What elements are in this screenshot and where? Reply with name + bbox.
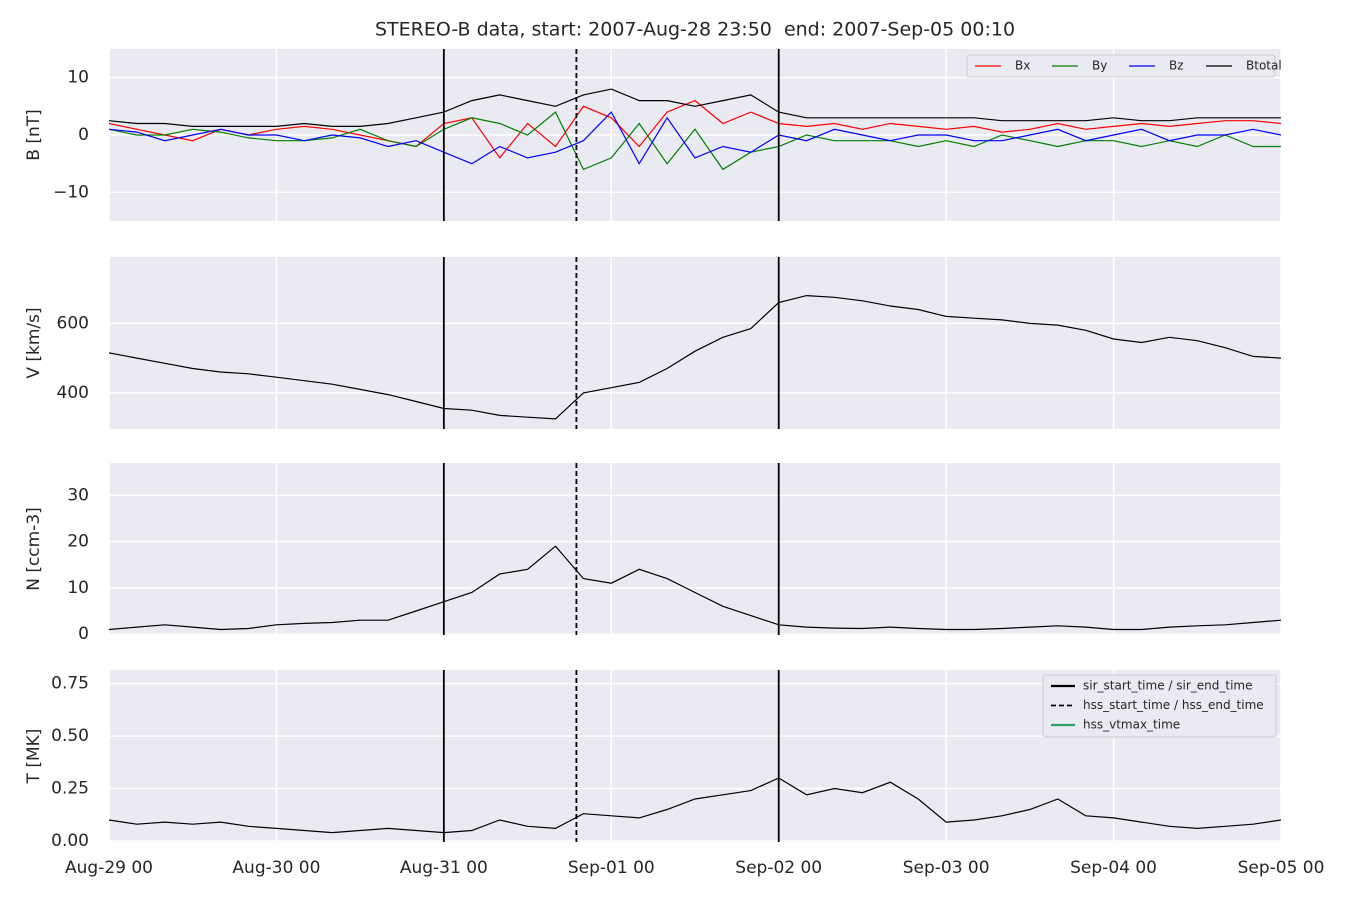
x-tick-label: Aug-31 00 xyxy=(400,858,488,878)
chart-title: STEREO-B data, start: 2007-Aug-28 23:50 … xyxy=(375,19,1015,41)
y-tick-label: 0.25 xyxy=(51,779,89,799)
x-tick-label: Sep-01 00 xyxy=(568,858,655,878)
legend-box xyxy=(1042,674,1277,738)
legend-label: Bx xyxy=(1015,59,1030,73)
data-line xyxy=(109,88,1281,127)
x-tick-label: Sep-04 00 xyxy=(1070,858,1157,878)
legend-label: By xyxy=(1092,59,1107,73)
y-tick-label: 0 xyxy=(78,624,89,644)
legend: sir_start_time / sir_end_time hss_start_t… xyxy=(1042,674,1277,738)
legend-label: hss_vtmax_time xyxy=(1083,718,1180,732)
x-tick-label: Sep-03 00 xyxy=(903,858,990,878)
legend: Bx By Bz Btotal xyxy=(966,54,1282,78)
y-axis-label: V [km/s] xyxy=(24,307,44,378)
data-line xyxy=(109,99,1281,159)
legend-label: hss_start_time / hss_end_time xyxy=(1083,698,1264,712)
y-axis-label: B [nT] xyxy=(24,109,44,161)
data-line xyxy=(109,777,1281,834)
y-axis-label: N [ccm-3] xyxy=(24,507,44,591)
y-tick-label: 10 xyxy=(67,578,89,598)
data-line xyxy=(109,111,1281,165)
x-tick-label: Sep-05 00 xyxy=(1238,858,1325,878)
legend-label: Bz xyxy=(1169,59,1184,73)
y-tick-label: 30 xyxy=(67,485,89,505)
plot-background xyxy=(109,257,1281,429)
y-tick-label: 600 xyxy=(57,313,89,333)
data-line xyxy=(109,294,1281,420)
y-tick-label: 10 xyxy=(67,68,89,88)
y-tick-label: −10 xyxy=(53,182,89,202)
data-line xyxy=(109,545,1281,631)
y-tick-label: 0.75 xyxy=(51,674,89,694)
y-tick-label: 400 xyxy=(57,383,89,403)
plot-background xyxy=(109,463,1281,635)
y-tick-label: 0.00 xyxy=(51,831,89,851)
y-tick-label: 0.50 xyxy=(51,726,89,746)
y-tick-label: 0 xyxy=(78,125,89,145)
legend-label: sir_start_time / sir_end_time xyxy=(1083,679,1253,693)
x-tick-label: Sep-02 00 xyxy=(735,858,822,878)
legend-label: Btotal xyxy=(1246,59,1282,73)
legend-box xyxy=(966,54,1276,78)
y-axis-label: T [MK] xyxy=(24,729,44,785)
x-tick-label: Aug-30 00 xyxy=(232,858,320,878)
y-tick-label: 20 xyxy=(67,532,89,552)
x-tick-label: Aug-29 00 xyxy=(65,858,153,878)
